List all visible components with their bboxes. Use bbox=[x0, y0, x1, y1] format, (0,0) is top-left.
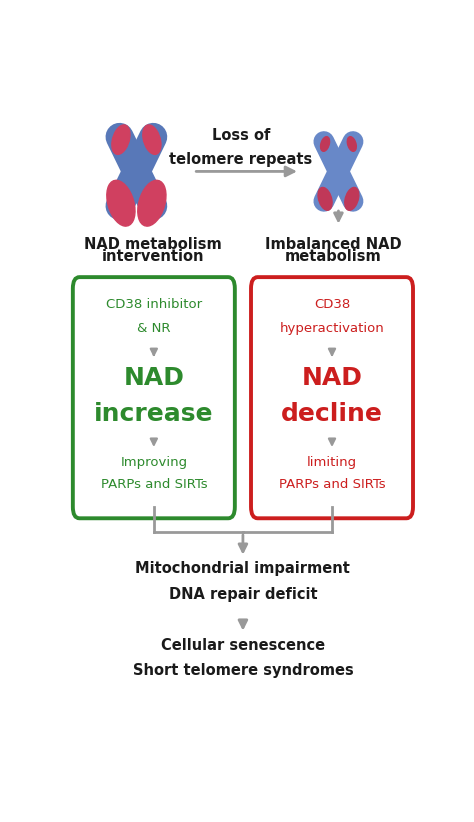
Ellipse shape bbox=[347, 136, 356, 151]
Text: Mitochondrial impairment: Mitochondrial impairment bbox=[136, 561, 350, 575]
Text: NAD: NAD bbox=[301, 367, 363, 390]
Text: metabolism: metabolism bbox=[284, 249, 381, 265]
Text: hyperactivation: hyperactivation bbox=[280, 322, 384, 335]
Ellipse shape bbox=[345, 187, 359, 210]
Text: limiting: limiting bbox=[307, 456, 357, 469]
Text: Short telomere syndromes: Short telomere syndromes bbox=[133, 663, 353, 678]
Ellipse shape bbox=[318, 187, 332, 210]
Text: PARPs and SIRTs: PARPs and SIRTs bbox=[100, 478, 207, 492]
Text: decline: decline bbox=[281, 403, 383, 427]
Ellipse shape bbox=[107, 180, 135, 226]
Text: telomere repeats: telomere repeats bbox=[170, 152, 313, 167]
Circle shape bbox=[332, 159, 345, 183]
Text: CD38 inhibitor: CD38 inhibitor bbox=[106, 298, 202, 311]
Ellipse shape bbox=[143, 125, 161, 155]
Text: NAD metabolism: NAD metabolism bbox=[84, 237, 222, 252]
Text: NAD: NAD bbox=[123, 367, 184, 390]
Ellipse shape bbox=[138, 180, 166, 226]
Text: & NR: & NR bbox=[137, 322, 171, 335]
Text: CD38: CD38 bbox=[314, 298, 350, 311]
Text: Imbalanced NAD: Imbalanced NAD bbox=[264, 237, 401, 252]
Text: Improving: Improving bbox=[120, 456, 187, 469]
Circle shape bbox=[128, 158, 144, 185]
FancyBboxPatch shape bbox=[55, 89, 430, 744]
Text: PARPs and SIRTs: PARPs and SIRTs bbox=[279, 478, 385, 492]
Text: intervention: intervention bbox=[102, 249, 204, 265]
Text: Cellular senescence: Cellular senescence bbox=[161, 638, 325, 653]
Ellipse shape bbox=[112, 125, 130, 155]
Text: increase: increase bbox=[94, 403, 214, 427]
Text: Loss of: Loss of bbox=[212, 128, 270, 143]
FancyBboxPatch shape bbox=[251, 277, 413, 519]
Ellipse shape bbox=[320, 136, 329, 151]
FancyBboxPatch shape bbox=[73, 277, 235, 519]
Text: DNA repair deficit: DNA repair deficit bbox=[169, 587, 317, 603]
